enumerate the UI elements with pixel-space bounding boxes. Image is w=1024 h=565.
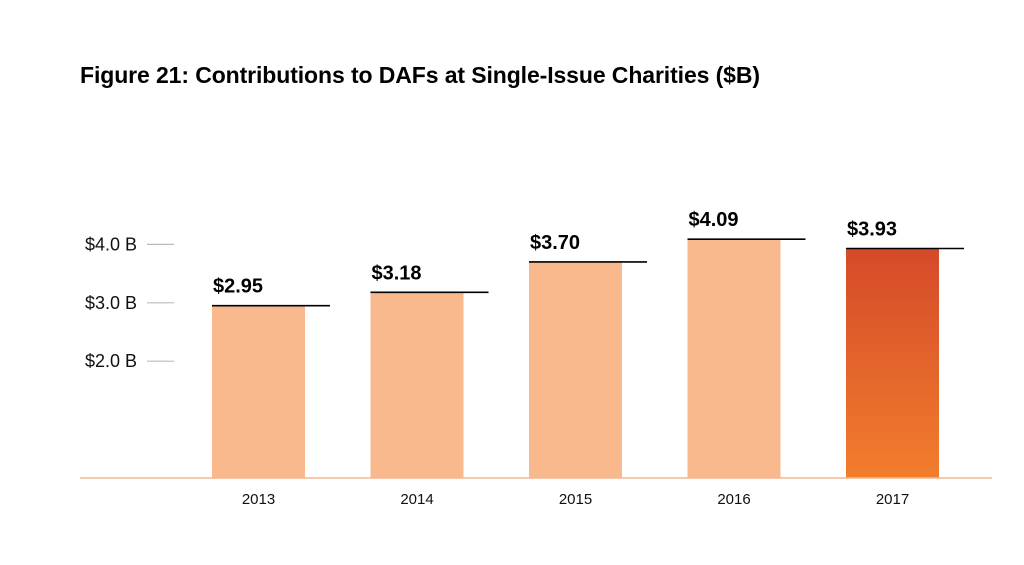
y-tick-label: $3.0 B <box>85 293 137 313</box>
x-axis: 2013 2014 2015 2016 2017 <box>80 477 992 508</box>
x-tick-label: 2015 <box>559 491 592 508</box>
bar <box>687 239 781 478</box>
data-label: $2.95 <box>213 276 263 298</box>
data-labels: $2.95 $3.18 $3.70 $4.09 $3.93 <box>212 209 964 307</box>
bar <box>846 248 939 478</box>
x-tick-label: 2016 <box>717 491 750 508</box>
data-label: $3.18 <box>372 262 422 284</box>
bar <box>212 305 305 478</box>
bars <box>212 239 939 478</box>
bar <box>529 261 622 478</box>
data-label: $4.09 <box>689 209 739 231</box>
chart-title: Figure 21: Contributions to DAFs at Sing… <box>80 62 760 88</box>
x-tick-label: 2014 <box>400 491 433 508</box>
data-label: $3.70 <box>530 232 580 254</box>
y-tick-label: $4.0 B <box>85 234 137 254</box>
x-tick-label: 2017 <box>876 491 909 508</box>
data-label: $3.93 <box>847 218 897 240</box>
y-tick-label: $2.0 B <box>85 351 137 371</box>
x-tick-label: 2013 <box>242 491 275 508</box>
bar <box>370 292 464 478</box>
y-axis: $2.0 B $3.0 B $4.0 B <box>85 234 174 371</box>
